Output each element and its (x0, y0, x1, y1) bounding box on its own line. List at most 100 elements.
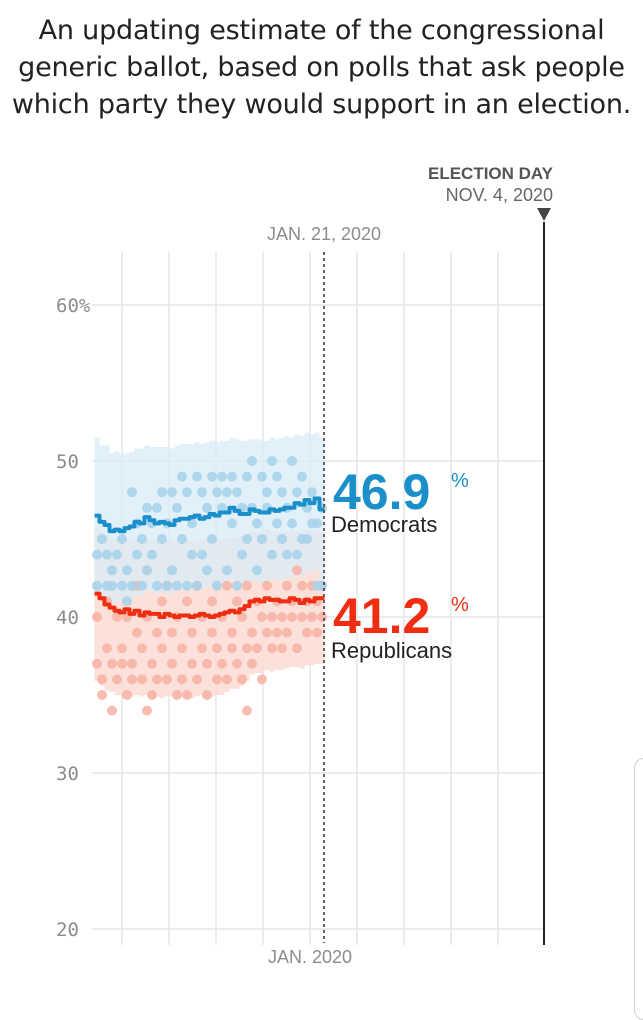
republican-poll-dot (202, 658, 212, 669)
republican-poll-dot (267, 612, 277, 622)
republican-value: 41.2 (333, 588, 430, 644)
democrat-poll-dot (242, 534, 252, 544)
democrat-polls (92, 456, 327, 607)
republican-poll-dot (207, 627, 217, 638)
y-tick-label: 60% (56, 295, 91, 317)
republican-poll-dot (282, 627, 292, 638)
y-tick-label: 40 (56, 607, 79, 629)
chart-subtitle: An updating estimate of the congressiona… (11, 15, 632, 120)
democrat-poll-dot (152, 502, 162, 513)
democrat-poll-dot (107, 565, 117, 576)
democrat-poll-dot (122, 596, 132, 607)
republican-poll-dot (242, 580, 252, 591)
democrat-poll-dot (282, 549, 292, 560)
x-axis-month-label: JAN. 2020 (268, 947, 352, 967)
election-day-arrow-icon (537, 208, 551, 221)
democrat-poll-dot (217, 502, 227, 513)
democrat-poll-dot (192, 471, 202, 482)
democrat-poll-dot (292, 549, 302, 560)
republican-poll-dot (282, 580, 292, 591)
democrat-poll-dot (157, 487, 167, 498)
republican-poll-dot (147, 658, 157, 669)
democrat-poll-dot (172, 580, 182, 591)
democrat-poll-dot (262, 487, 272, 498)
republican-poll-dot (157, 643, 167, 654)
republican-poll-dot (217, 658, 227, 669)
democrat-poll-dot (257, 534, 267, 544)
republican-poll-dot (127, 658, 137, 669)
trend-lines (94, 496, 325, 619)
republican-poll-dot (257, 674, 267, 685)
democrat-poll-dot (247, 456, 257, 466)
republican-poll-dot (267, 643, 277, 654)
republican-poll-dot (232, 596, 242, 607)
democrat-poll-dot (287, 518, 297, 529)
republican-poll-dot (97, 690, 107, 700)
republican-poll-dot (157, 596, 167, 607)
democrat-poll-dot (147, 549, 157, 560)
republican-poll-dot (242, 643, 252, 654)
republican-poll-dot (152, 674, 162, 685)
republican-poll-dot (242, 705, 252, 716)
democrat-poll-dot (102, 549, 112, 560)
republican-poll-dot (182, 690, 192, 700)
democrat-poll-dot (302, 534, 312, 544)
democrat-end-label: 46.9 % Democrats (331, 464, 469, 537)
republican-poll-dot (162, 674, 172, 685)
democrat-poll-dot (242, 471, 252, 482)
democrat-poll-dot (267, 456, 277, 466)
democrat-poll-dot (122, 565, 132, 576)
today-marker-label: JAN. 21, 2020 (267, 224, 381, 244)
republican-poll-dot (292, 643, 302, 654)
republican-poll-dot (192, 674, 202, 685)
democrat-poll-dot (117, 580, 127, 591)
republican-poll-dot (127, 674, 137, 685)
scroll-edge-tab[interactable] (634, 758, 643, 1020)
republican-poll-dot (207, 596, 217, 607)
y-tick-label: 20 (56, 919, 79, 941)
democrat-poll-dot (167, 487, 177, 498)
republican-poll-dot (292, 565, 302, 576)
republican-poll-dot (287, 612, 297, 622)
republican-poll-dot (227, 627, 237, 638)
republican-poll-dot (237, 612, 247, 622)
democrat-poll-dot (257, 471, 267, 482)
democrat-poll-dot (172, 502, 182, 513)
republican-poll-dot (167, 658, 177, 669)
republican-poll-dot (297, 580, 307, 591)
republican-poll-dot (132, 627, 142, 638)
democrat-poll-dot (92, 549, 102, 560)
republican-poll-dot (172, 690, 182, 700)
democrat-poll-dot (152, 580, 162, 591)
republican-poll-dot (317, 612, 327, 622)
republican-poll-dot (222, 674, 232, 685)
republican-poll-dot (187, 658, 197, 669)
democrat-poll-dot (272, 471, 282, 482)
y-tick-label: 50 (56, 451, 79, 473)
democrat-poll-dot (142, 565, 152, 576)
republican-poll-dot (137, 643, 147, 654)
republican-poll-dot (107, 705, 117, 716)
democrat-poll-dot (187, 549, 197, 560)
republican-poll-dot (117, 658, 127, 669)
republican-poll-dot (307, 612, 317, 622)
democrat-poll-dot (212, 487, 222, 498)
republican-poll-dot (122, 690, 132, 700)
republican-poll-dot (297, 612, 307, 622)
republican-poll-dot (227, 643, 237, 654)
republican-poll-dot (257, 612, 267, 622)
democrat-poll-dot (92, 580, 102, 591)
democrat-poll-dot (157, 534, 167, 544)
democrat-poll-dot (97, 534, 107, 544)
y-axis-ticks: 60% 50 40 30 20 (56, 295, 91, 941)
republican-poll-dot (312, 627, 322, 638)
republican-poll-dot (202, 690, 212, 700)
democrat-poll-dot (187, 518, 197, 529)
democrat-trend-line (94, 496, 325, 534)
democrat-poll-dot (252, 565, 262, 576)
democrat-poll-dot (127, 580, 137, 591)
democrat-poll-dot (162, 580, 172, 591)
democrat-poll-dot (292, 487, 302, 498)
democrat-poll-dot (132, 549, 142, 560)
